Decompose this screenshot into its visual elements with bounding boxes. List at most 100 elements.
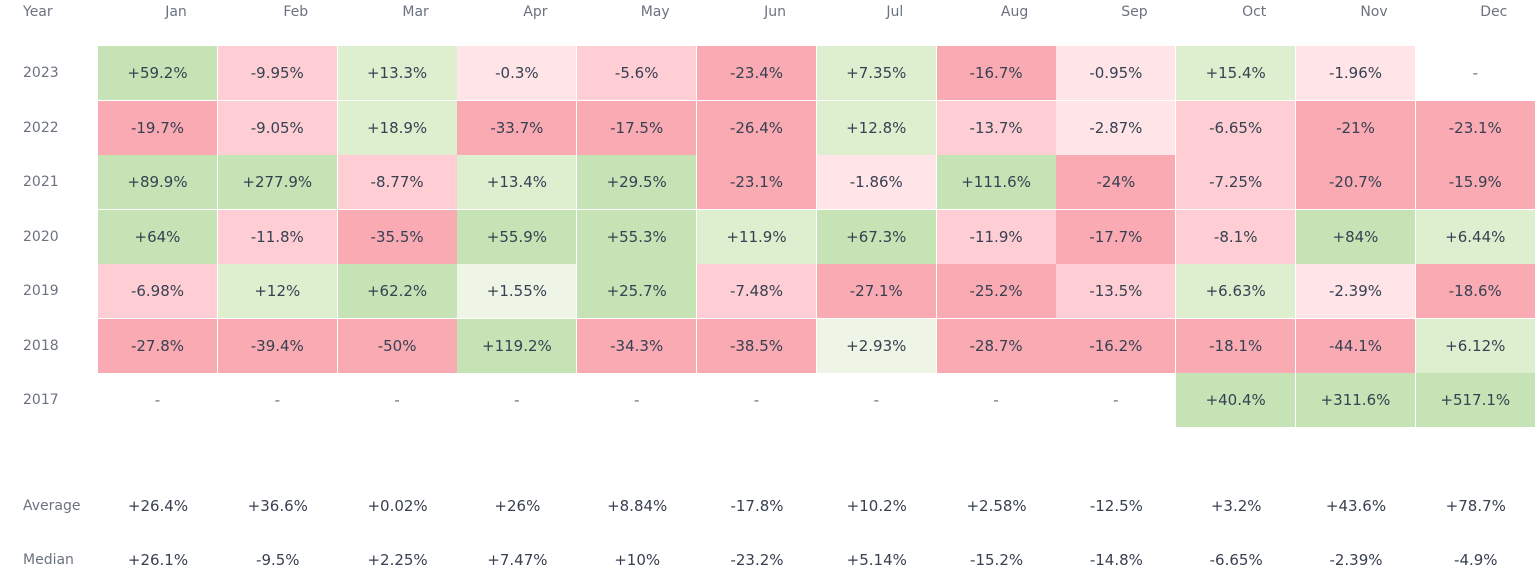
summary-average-feb: +36.6% (247, 497, 308, 515)
row-label-2018: 2018 (23, 337, 59, 354)
heatmap-cell-2017-jan: - (98, 373, 217, 427)
summary-average-may: +8.84% (607, 497, 668, 515)
row-label-2017: 2017 (23, 392, 59, 408)
heatmap-cell-2017-may: - (577, 373, 697, 427)
summary-average-aug: +2.58% (966, 497, 1027, 515)
heatmap-cell-2023-mar: +13.3% (337, 46, 457, 100)
heatmap-cell-2022-apr: -33.7% (457, 100, 577, 155)
summary-median-oct: -6.65% (1209, 551, 1263, 569)
column-header-may: May (640, 4, 670, 20)
heatmap-cell-2019-apr: +1.55% (457, 264, 577, 318)
heatmap-cell-2021-mar: -8.77% (337, 155, 457, 209)
heatmap-cell-2023-apr: -0.3% (457, 46, 577, 100)
row-label-2022: 2022 (23, 119, 59, 136)
summary-average-nov: +43.6% (1325, 497, 1387, 515)
summary-average-sep: -12.5% (1089, 497, 1143, 515)
summary-median-may: +10% (614, 551, 661, 569)
heatmap-cell-2020-mar: -35.5% (337, 209, 457, 264)
heatmap-cell-2021-jun: -23.1% (697, 155, 816, 209)
heatmap-cell-2021-sep: -24% (1056, 155, 1176, 209)
summary-median-dec: -4.9% (1454, 551, 1498, 569)
heatmap-cell-2020-jul: +67.3% (816, 209, 936, 264)
heatmap-cell-2019-dec: -18.6% (1415, 264, 1535, 318)
summary-median-feb: -9.5% (256, 551, 300, 569)
heatmap-cell-2023-aug: -16.7% (936, 46, 1056, 100)
column-header-nov: Nov (1360, 4, 1388, 20)
heatmap-cell-2020-may: +55.3% (577, 209, 697, 264)
heatmap-cell-2019-sep: -13.5% (1056, 264, 1176, 318)
heatmap-cell-2022-jun: -26.4% (697, 100, 816, 155)
heatmap-cell-2021-feb: +277.9% (217, 155, 337, 209)
column-header-dec: Dec (1480, 4, 1508, 20)
column-header-jun: Jun (764, 4, 786, 20)
heatmap-cell-2020-dec: +6.44% (1415, 209, 1535, 264)
heatmap-cell-2018-aug: -28.7% (936, 318, 1056, 373)
heatmap-cell-2023-nov: -1.96% (1296, 46, 1415, 100)
column-header-jan: Jan (165, 4, 187, 20)
heatmap-cell-2017-sep: - (1056, 373, 1176, 427)
heatmap-cell-2022-oct: -6.65% (1176, 100, 1296, 155)
column-header-sep: Sep (1121, 4, 1148, 20)
heatmap-cell-2020-sep: -17.7% (1056, 209, 1176, 264)
heatmap-cell-2022-sep: -2.87% (1056, 100, 1176, 155)
heatmap-cell-2019-feb: +12% (217, 264, 337, 318)
column-header-feb: Feb (283, 4, 309, 20)
heatmap-cell-2022-jan: -19.7% (98, 100, 217, 155)
heatmap-cell-2019-aug: -25.2% (936, 264, 1056, 318)
heatmap-cell-2020-jun: +11.9% (697, 209, 816, 264)
heatmap-cell-2017-aug: - (936, 373, 1056, 427)
heatmap-cell-2018-jul: +2.93% (816, 318, 936, 373)
heatmap-cell-2023-feb: -9.95% (217, 46, 337, 100)
summary-median-jan: +26.1% (127, 551, 189, 569)
heatmap-cell-2017-dec: +517.1% (1415, 373, 1535, 427)
heatmap-cell-2018-feb: -39.4% (217, 318, 337, 373)
row-label-2019: 2019 (23, 283, 59, 299)
heatmap-cell-2022-may: -17.5% (577, 100, 697, 155)
heatmap-cell-2021-apr: +13.4% (457, 155, 577, 209)
heatmap-cell-2018-jun: -38.5% (697, 318, 816, 373)
summary-average-jun: -17.8% (730, 497, 784, 515)
heatmap-cell-2020-aug: -11.9% (936, 209, 1056, 264)
summary-average-mar: +0.02% (367, 497, 428, 515)
heatmap-cell-2018-apr: +119.2% (457, 318, 577, 373)
heatmap-cell-2022-nov: -21% (1296, 100, 1415, 155)
summary-average-jan: +26.4% (127, 497, 189, 515)
heatmap-cell-2018-mar: -50% (337, 318, 457, 373)
summary-average-apr: +26% (494, 497, 541, 515)
heatmap-cell-2018-may: -34.3% (577, 318, 697, 373)
heatmap-cell-2018-oct: -18.1% (1176, 318, 1296, 373)
heatmap-cell-2017-apr: - (457, 373, 577, 427)
heatmap-cell-2020-apr: +55.9% (457, 209, 577, 264)
heatmap-cell-2019-jul: -27.1% (816, 264, 936, 318)
summary-label-average: Average (23, 498, 81, 514)
heatmap-cell-2023-oct: +15.4% (1176, 46, 1296, 100)
heatmap-cell-2022-jul: +12.8% (816, 100, 936, 155)
column-header-oct: Oct (1242, 4, 1267, 20)
summary-median-nov: -2.39% (1329, 551, 1383, 569)
heatmap-cell-2017-oct: +40.4% (1176, 373, 1296, 427)
heatmap-cell-2020-feb: -11.8% (217, 209, 337, 264)
summary-median-jul: +5.14% (846, 551, 907, 569)
heatmap-cell-2017-mar: - (337, 373, 457, 427)
row-label-2023: 2023 (23, 65, 59, 81)
summary-label-median: Median (23, 552, 74, 568)
summary-average-jul: +10.2% (846, 497, 907, 515)
row-label-2021: 2021 (23, 174, 59, 190)
row-label-2020: 2020 (23, 228, 59, 245)
column-header-year: Year (23, 4, 53, 20)
heatmap-cell-2018-dec: +6.12% (1415, 318, 1535, 373)
heatmap-cell-2021-nov: -20.7% (1296, 155, 1415, 209)
heatmap-cell-2022-dec: -23.1% (1415, 100, 1535, 155)
summary-median-apr: +7.47% (487, 551, 548, 569)
column-header-aug: Aug (1000, 4, 1029, 20)
heatmap-cell-2020-oct: -8.1% (1176, 209, 1296, 264)
heatmap-cell-2022-mar: +18.9% (337, 100, 457, 155)
column-header-mar: Mar (402, 4, 429, 20)
heatmap-cell-2019-nov: -2.39% (1296, 264, 1415, 318)
heatmap-cell-2022-aug: -13.7% (936, 100, 1056, 155)
column-header-apr: Apr (523, 4, 548, 20)
heatmap-cell-2017-feb: - (217, 373, 337, 427)
heatmap-cell-2019-oct: +6.63% (1176, 264, 1296, 318)
summary-median-mar: +2.25% (367, 551, 428, 569)
